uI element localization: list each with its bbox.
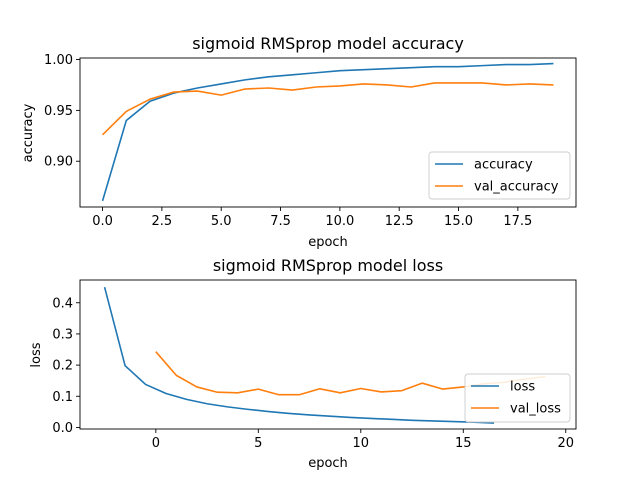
- legend-box: [428, 151, 571, 200]
- x-tick-label: 17.5: [503, 214, 532, 229]
- x-tick-label: 15: [455, 436, 472, 451]
- y-tick-label: 0.3: [52, 327, 73, 342]
- x-tick-label: 12.5: [385, 214, 414, 229]
- chart-title: sigmoid RMSprop model loss: [213, 256, 443, 275]
- y-tick-label: 0.0: [52, 421, 73, 436]
- legend-label: val_accuracy: [474, 180, 559, 195]
- x-tick-label: 0.0: [92, 214, 113, 229]
- plot-area: 0.0 2.5 5.0 7.5 10.0 12.5 15.0 17.5 0.90 0.95 1.00…: [44, 53, 577, 229]
- y-axis-label: accuracy: [21, 103, 36, 162]
- x-tick-label: 5.0: [211, 214, 232, 229]
- x-tick-label: 10: [353, 436, 370, 451]
- y-tick-label: 0.2: [52, 359, 73, 374]
- axes-frame: [79, 57, 577, 208]
- y-tick-label: 0.4: [52, 296, 73, 311]
- axes-frame: [79, 279, 577, 430]
- legend-label: accuracy: [474, 158, 533, 173]
- x-tick-label: 15.0: [444, 214, 473, 229]
- loss-subplot: sigmoid RMSprop model loss epoch loss 0 5…: [29, 256, 577, 471]
- legend: accuracy val_accuracy: [428, 151, 571, 200]
- x-tick-label: 20: [557, 436, 574, 451]
- x-tick-label: 7.5: [270, 214, 291, 229]
- x-axis-label: epoch: [308, 456, 348, 471]
- accuracy-subplot: sigmoid RMSprop model accuracy epoch acc…: [21, 34, 577, 250]
- legend: loss val_loss: [464, 373, 571, 423]
- legend-label: loss: [510, 380, 535, 395]
- series-line-val-accuracy: [101, 82, 554, 136]
- x-tick-label: 2.5: [152, 214, 173, 229]
- series-line-loss: [103, 286, 495, 424]
- x-tick-label: 5: [254, 436, 262, 451]
- x-tick-label: 10.0: [325, 214, 354, 229]
- x-tick-label: 0: [152, 436, 160, 451]
- y-tick-label: 1.00: [44, 53, 73, 68]
- y-tick-label: 0.90: [44, 155, 73, 170]
- y-tick-label: 0.1: [52, 390, 73, 405]
- legend-label: val_loss: [510, 402, 561, 417]
- y-tick-label: 0.95: [44, 104, 73, 119]
- chart-title: sigmoid RMSprop model accuracy: [192, 34, 464, 53]
- plot-area: 0 5 10 15 20 0.0 0.1 0.2 0.3 0.4 loss val_loss: [52, 279, 577, 451]
- y-axis-label: loss: [29, 342, 44, 367]
- x-axis-label: epoch: [308, 235, 348, 250]
